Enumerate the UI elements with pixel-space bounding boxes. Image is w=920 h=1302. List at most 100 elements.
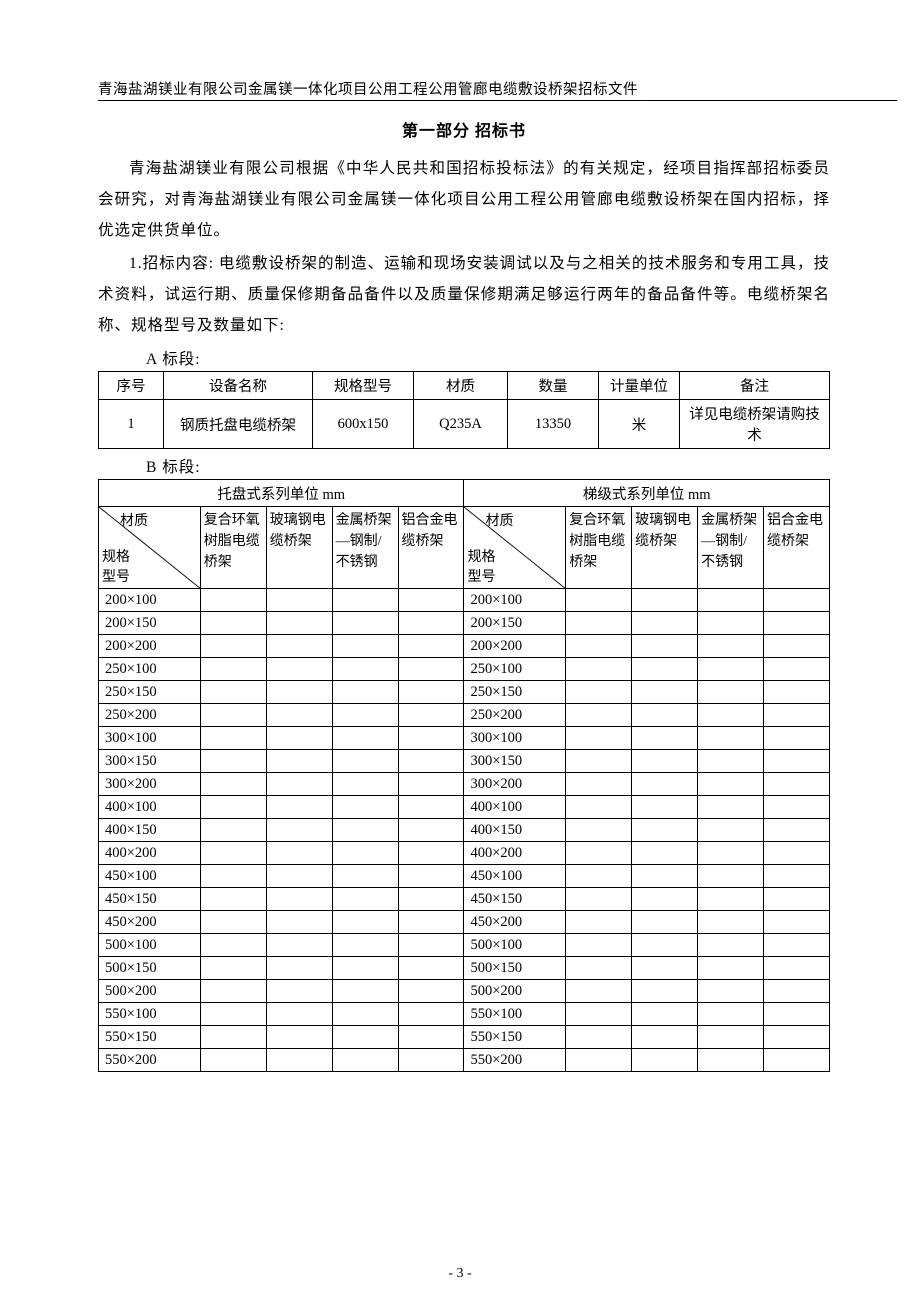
empty-cell — [200, 865, 266, 888]
empty-cell — [266, 842, 332, 865]
empty-cell — [698, 888, 764, 911]
empty-cell — [332, 888, 398, 911]
empty-cell — [266, 888, 332, 911]
spec-cell: 300×150 — [99, 750, 201, 773]
empty-cell — [200, 1049, 266, 1072]
empty-cell — [398, 1003, 464, 1026]
spec-cell: 200×200 — [464, 635, 566, 658]
tblB-super2: 梯级式系列单位 mm — [464, 480, 830, 507]
empty-cell — [566, 865, 632, 888]
empty-cell — [698, 773, 764, 796]
spec-cell: 400×100 — [464, 796, 566, 819]
tdA-4: 13350 — [508, 400, 599, 449]
empty-cell — [632, 842, 698, 865]
empty-cell — [632, 1049, 698, 1072]
empty-cell — [632, 957, 698, 980]
empty-cell — [698, 1003, 764, 1026]
empty-cell — [200, 727, 266, 750]
empty-cell — [398, 750, 464, 773]
empty-cell — [764, 842, 830, 865]
empty-cell — [632, 1026, 698, 1049]
spec-cell: 450×200 — [464, 911, 566, 934]
page: 青海盐湖镁业有限公司金属镁一体化项目公用工程公用管廊电缆敷设桥架招标文件 第一部… — [0, 0, 920, 1302]
tblB-row: 200×100 200×100 — [99, 589, 830, 612]
empty-cell — [566, 957, 632, 980]
empty-cell — [632, 773, 698, 796]
empty-cell — [266, 750, 332, 773]
tblB-row: 500×150 500×150 — [99, 957, 830, 980]
empty-cell — [698, 1049, 764, 1072]
empty-cell — [566, 934, 632, 957]
empty-cell — [398, 704, 464, 727]
empty-cell — [398, 1026, 464, 1049]
empty-cell — [764, 819, 830, 842]
empty-cell — [266, 1003, 332, 1026]
empty-cell — [332, 934, 398, 957]
empty-cell — [566, 658, 632, 681]
header-trail — [642, 82, 897, 98]
empty-cell — [200, 888, 266, 911]
empty-cell — [266, 934, 332, 957]
empty-cell — [632, 589, 698, 612]
empty-cell — [632, 888, 698, 911]
empty-cell — [566, 612, 632, 635]
empty-cell — [200, 750, 266, 773]
running-header: 青海盐湖镁业有限公司金属镁一体化项目公用工程公用管廊电缆敷设桥架招标文件 — [98, 78, 830, 99]
empty-cell — [200, 773, 266, 796]
empty-cell — [266, 773, 332, 796]
empty-cell — [332, 865, 398, 888]
empty-cell — [566, 842, 632, 865]
page-number: - 3 - — [0, 1266, 920, 1282]
empty-cell — [200, 1003, 266, 1026]
empty-cell — [266, 704, 332, 727]
empty-cell — [332, 681, 398, 704]
empty-cell — [332, 1003, 398, 1026]
spec-cell: 300×200 — [464, 773, 566, 796]
tblB-h2-r: 玻璃钢电缆桥架 — [632, 507, 698, 589]
empty-cell — [200, 934, 266, 957]
empty-cell — [398, 589, 464, 612]
spec-cell: 200×150 — [464, 612, 566, 635]
tblB-row: 550×150 550×150 — [99, 1026, 830, 1049]
spec-cell: 500×100 — [99, 934, 201, 957]
thA-3: 材质 — [414, 372, 508, 400]
empty-cell — [764, 1003, 830, 1026]
empty-cell — [398, 681, 464, 704]
section-title: 第一部分 招标书 — [98, 117, 830, 141]
tblB-row: 200×200 200×200 — [99, 635, 830, 658]
empty-cell — [566, 727, 632, 750]
tblB-row: 450×200 450×200 — [99, 911, 830, 934]
empty-cell — [200, 819, 266, 842]
empty-cell — [764, 681, 830, 704]
spec-cell: 250×100 — [99, 658, 201, 681]
empty-cell — [200, 980, 266, 1003]
empty-cell — [398, 819, 464, 842]
empty-cell — [398, 658, 464, 681]
empty-cell — [632, 750, 698, 773]
tblB-super-row: 托盘式系列单位 mm 梯级式系列单位 mm — [99, 480, 830, 507]
empty-cell — [398, 934, 464, 957]
table-a-row: 1 钢质托盘电缆桥架 600x150 Q235A 13350 米 详见电缆桥架请… — [99, 400, 830, 449]
empty-cell — [698, 842, 764, 865]
tblB-super1: 托盘式系列单位 mm — [99, 480, 464, 507]
empty-cell — [566, 911, 632, 934]
spec-cell: 300×100 — [464, 727, 566, 750]
spec-cell: 400×200 — [99, 842, 201, 865]
tdA-6: 详见电缆桥架请购技术 — [680, 400, 830, 449]
empty-cell — [398, 727, 464, 750]
empty-cell — [698, 957, 764, 980]
tblB-diag-left: 材质 规格 型号 — [99, 507, 201, 589]
tblB-header-row: 材质 规格 型号 复合环氧树脂电缆桥架 玻璃钢电缆桥架 金属桥架 —钢制/不锈钢… — [99, 507, 830, 589]
table-a-header-row: 序号 设备名称 规格型号 材质 数量 计量单位 备注 — [99, 372, 830, 400]
empty-cell — [332, 819, 398, 842]
empty-cell — [764, 727, 830, 750]
empty-cell — [632, 704, 698, 727]
empty-cell — [266, 635, 332, 658]
empty-cell — [332, 1026, 398, 1049]
tblB-h3-r: 金属桥架 —钢制/不锈钢 — [698, 507, 764, 589]
tblB-row: 400×100 400×100 — [99, 796, 830, 819]
tblB-row: 500×200 500×200 — [99, 980, 830, 1003]
empty-cell — [200, 612, 266, 635]
empty-cell — [332, 704, 398, 727]
spec-cell: 450×200 — [99, 911, 201, 934]
